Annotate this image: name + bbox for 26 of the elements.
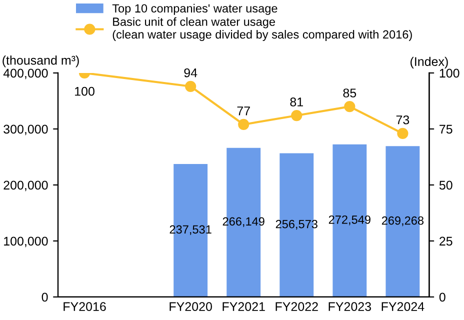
data-label: 81 — [290, 98, 303, 106]
data-label: 100 — [75, 86, 94, 96]
y-tick-label: 0 — [42, 292, 48, 302]
y2-tick-label: 100 — [440, 68, 460, 78]
x-tick-label: FY2021 — [222, 302, 265, 312]
y-tick-label: 200,000 — [4, 180, 48, 192]
x-tick-label: FY2024 — [382, 302, 424, 312]
data-label: 73 — [396, 115, 410, 124]
x-tick-label: FY2022 — [276, 302, 318, 312]
y-tick-label: 300,000 — [4, 124, 48, 136]
y-tick-label: 400,000 — [3, 68, 48, 80]
y2-tick-label: 75 — [440, 124, 452, 134]
data-label: 85 — [343, 88, 356, 98]
legend-label: Basic unit of clean water usage (clean water usage divided by sales compared with 2016) — [112, 17, 412, 41]
x-tick-label: FY2016 — [64, 302, 106, 312]
y2-tick-label: 50 — [439, 180, 452, 190]
y2-axis-title: (Index) — [410, 56, 448, 68]
y-tick-label: 100,000 — [4, 236, 48, 248]
x-tick-label: FY2023 — [328, 302, 371, 312]
data-label: 94 — [184, 68, 198, 78]
y2-tick-label: 25 — [440, 236, 452, 246]
x-tick-label: FY2020 — [170, 302, 212, 312]
y2-tick-label: 0 — [439, 292, 446, 302]
data-label: 77 — [237, 106, 250, 116]
y-axis-title: (thousand m³) — [2, 56, 79, 68]
legend-label: Top 10 companies' water usage — [112, 4, 278, 15]
